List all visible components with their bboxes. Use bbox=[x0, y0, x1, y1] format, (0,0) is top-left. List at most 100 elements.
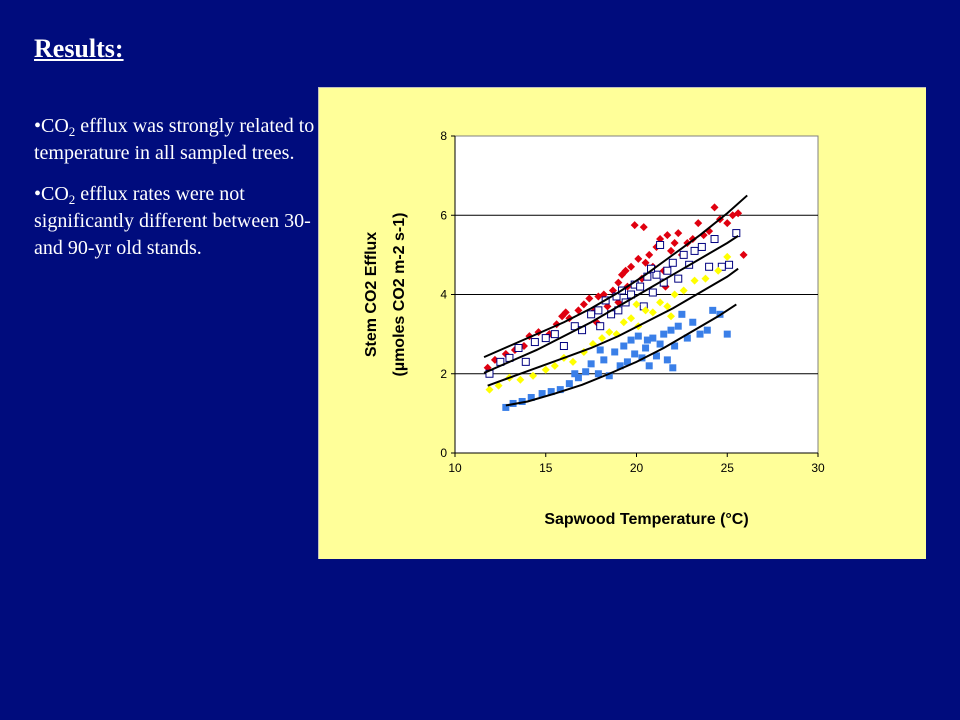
data-point bbox=[679, 286, 688, 295]
bullet-list: •CO2 efflux was strongly related to temp… bbox=[34, 113, 324, 276]
bullet-text: efflux was strongly related to temperatu… bbox=[34, 115, 315, 164]
data-point bbox=[627, 262, 636, 271]
x-tick-label: 30 bbox=[811, 461, 825, 475]
data-point bbox=[666, 246, 675, 255]
data-point bbox=[636, 282, 645, 291]
data-point bbox=[634, 254, 643, 263]
data-point bbox=[663, 302, 672, 311]
data-point bbox=[614, 278, 623, 287]
data-point bbox=[679, 250, 688, 259]
bullet-subscript: 2 bbox=[68, 124, 76, 139]
data-point bbox=[663, 266, 672, 275]
data-point bbox=[561, 308, 570, 317]
data-point bbox=[630, 221, 639, 230]
data-point bbox=[550, 330, 559, 339]
data-point bbox=[703, 326, 711, 334]
chart-panel: 0 2 4 6 8 10 15 20 25 30 Sapwood Temperature (°C) S… bbox=[318, 87, 926, 559]
data-point bbox=[611, 348, 619, 356]
data-point bbox=[579, 300, 588, 309]
data-point bbox=[519, 342, 528, 351]
data-point bbox=[701, 274, 710, 283]
y-tick-label: 0 bbox=[440, 446, 447, 460]
data-point bbox=[571, 370, 579, 378]
y-tick-label: 6 bbox=[440, 208, 447, 222]
trend-line bbox=[483, 194, 748, 359]
bullet-item: •CO2 efflux was strongly related to temp… bbox=[34, 113, 324, 167]
data-point bbox=[594, 370, 602, 378]
data-point bbox=[670, 290, 679, 299]
data-point bbox=[574, 306, 583, 315]
data-point bbox=[559, 342, 568, 351]
data-point bbox=[530, 338, 539, 347]
data-point bbox=[485, 385, 494, 394]
y-axis-label-units: (µmoles CO2 m-2 s-1) bbox=[391, 213, 408, 377]
data-point bbox=[656, 240, 665, 249]
data-point bbox=[641, 306, 650, 315]
data-point bbox=[652, 270, 661, 279]
data-point bbox=[616, 362, 624, 370]
data-point bbox=[732, 229, 741, 238]
data-point bbox=[648, 308, 657, 317]
data-point bbox=[725, 260, 734, 269]
data-point bbox=[642, 344, 650, 352]
data-point bbox=[710, 203, 719, 212]
x-tick-label: 25 bbox=[721, 461, 735, 475]
data-point bbox=[587, 360, 595, 368]
data-point bbox=[709, 306, 717, 314]
data-point bbox=[660, 330, 668, 338]
data-point bbox=[502, 403, 510, 411]
x-axis-label: Sapwood Temperature (°C) bbox=[544, 511, 748, 528]
data-point bbox=[639, 223, 648, 232]
data-point bbox=[652, 352, 660, 360]
data-point bbox=[623, 358, 631, 366]
trend-line bbox=[483, 235, 739, 374]
data-point bbox=[527, 394, 535, 402]
data-point bbox=[674, 229, 683, 238]
data-point bbox=[690, 276, 699, 285]
y-tick-label: 4 bbox=[440, 288, 447, 302]
data-point bbox=[568, 357, 577, 366]
data-point bbox=[690, 246, 699, 255]
data-point bbox=[694, 219, 703, 228]
data-point bbox=[514, 343, 523, 352]
data-point bbox=[541, 365, 550, 374]
y-tick-label: 2 bbox=[440, 367, 447, 381]
data-point bbox=[605, 372, 613, 380]
data-point bbox=[574, 374, 582, 382]
data-point bbox=[667, 326, 675, 334]
data-point bbox=[714, 266, 723, 275]
data-point bbox=[669, 364, 677, 372]
data-point bbox=[565, 380, 573, 388]
data-point bbox=[723, 330, 731, 338]
data-point bbox=[734, 209, 743, 218]
data-point bbox=[494, 381, 503, 390]
data-point bbox=[663, 231, 672, 240]
data-point bbox=[600, 356, 608, 364]
trend-line bbox=[505, 303, 737, 407]
bullet-prefix: •CO bbox=[34, 115, 69, 137]
data-point bbox=[634, 332, 642, 340]
data-point bbox=[683, 334, 691, 342]
data-point bbox=[620, 342, 628, 350]
data-point bbox=[705, 262, 714, 271]
data-point bbox=[608, 286, 617, 295]
data-point bbox=[582, 368, 590, 376]
data-point bbox=[739, 250, 748, 259]
data-point bbox=[521, 357, 530, 366]
data-point bbox=[648, 288, 657, 297]
data-point bbox=[529, 371, 538, 380]
bullet-subscript: 2 bbox=[68, 192, 76, 207]
data-point bbox=[627, 336, 635, 344]
slide-title: Results: bbox=[34, 34, 124, 63]
data-point bbox=[619, 318, 628, 327]
data-point bbox=[556, 386, 564, 394]
data-point bbox=[638, 354, 646, 362]
data-point bbox=[710, 235, 719, 244]
data-point bbox=[621, 266, 630, 275]
x-tick-label: 15 bbox=[539, 461, 553, 475]
data-point bbox=[723, 252, 732, 261]
data-point bbox=[594, 306, 603, 315]
data-point bbox=[547, 388, 555, 396]
data-point bbox=[671, 342, 679, 350]
data-point bbox=[678, 310, 686, 318]
